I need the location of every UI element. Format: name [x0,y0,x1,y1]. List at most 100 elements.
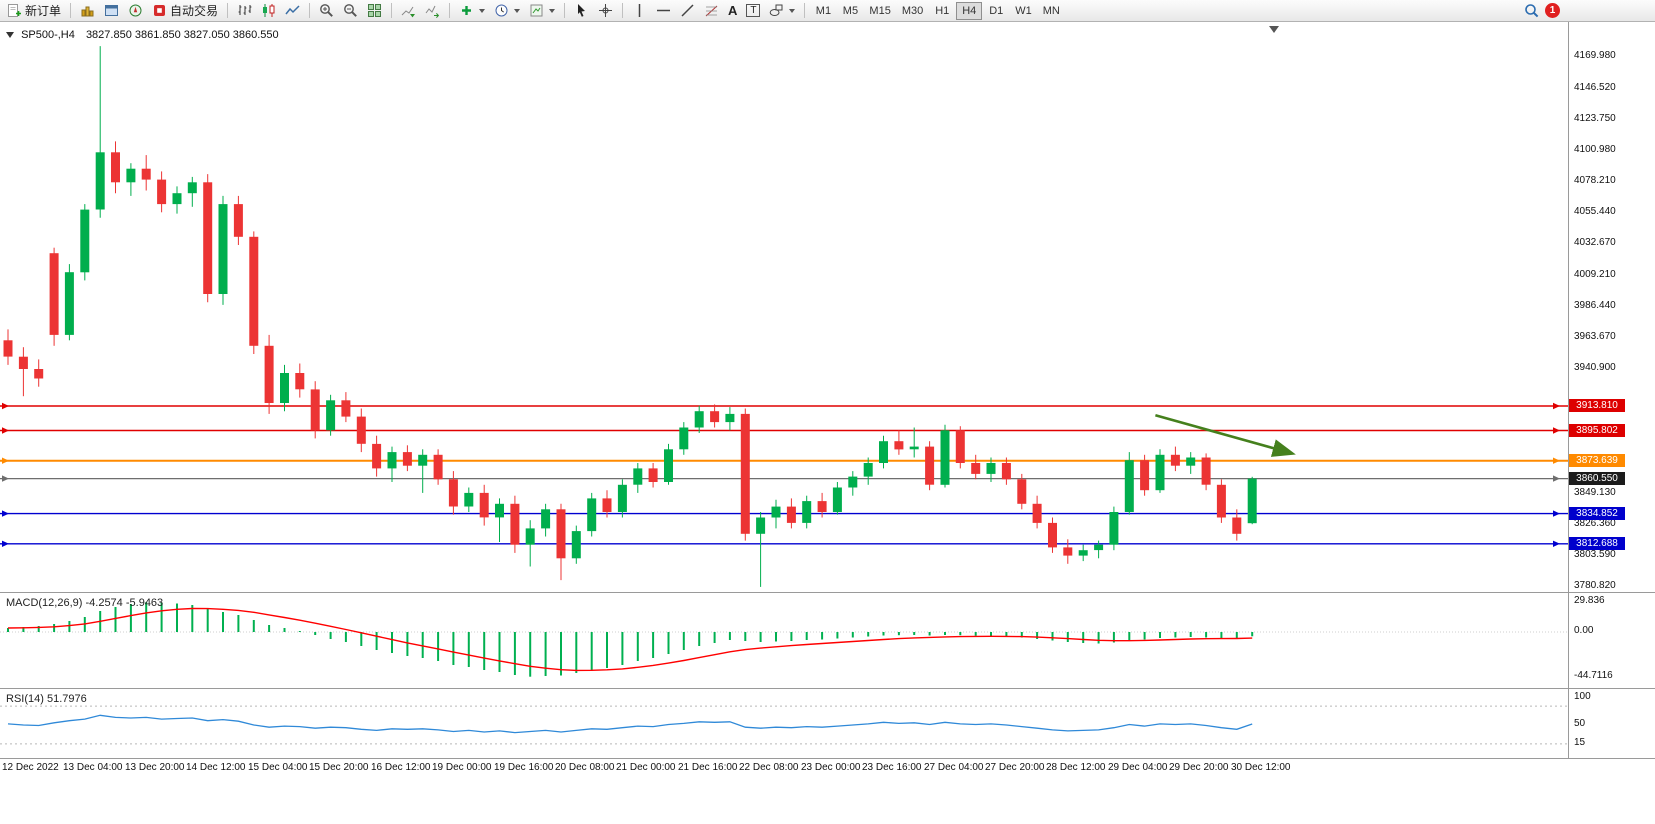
toolbar-separator [391,3,393,18]
text-tool-glyph: A [728,2,738,18]
toolbar: 新订单 自动交易 A T M1 M5 M15 M30 H1 H4 D1 W1 MN 1 [0,0,1655,22]
timeframe-d1-button[interactable]: D1 [983,2,1009,20]
time-axis-label: 22 Dec 08:00 [739,762,799,773]
crosshair-icon[interactable] [594,1,617,20]
time-axis-label: 27 Dec 20:00 [985,762,1045,773]
time-axis-label: 21 Dec 00:00 [616,762,676,773]
zoom-in-icon[interactable] [315,1,338,20]
toolbar-separator [449,3,451,18]
pane-divider[interactable] [0,592,1655,593]
time-axis-label: 12 Dec 2022 [2,762,59,773]
market-watch-icon[interactable] [76,1,99,20]
shapes-tool-icon[interactable] [765,1,799,20]
bar-chart-mode-icon[interactable] [233,1,256,20]
rsi-scale-label: 50 [1574,718,1586,729]
macd-scale-label: -44.7116 [1574,670,1613,681]
time-axis-label: 13 Dec 04:00 [63,762,123,773]
chevron-down-icon [549,8,556,13]
time-axis-label: 19 Dec 00:00 [432,762,492,773]
timeframe-mn-button[interactable]: MN [1038,2,1065,20]
timeframe-group: M1 M5 M15 M30 H1 H4 D1 W1 MN [810,1,1065,20]
ohlc-values: 3827.850 3861.850 3827.050 3860.550 [85,29,279,41]
rsi-scale-label: 100 [1574,691,1591,702]
price-tick-label: 4032.670 [1574,237,1616,248]
time-axis-label: 13 Dec 20:00 [125,762,185,773]
price-tick-label: 4169.980 [1574,50,1616,61]
candlestick-mode-icon[interactable] [257,1,280,20]
price-badge: 3812.688 [1569,537,1625,550]
navigator-icon[interactable] [124,1,147,20]
auto-trading-button[interactable]: 自动交易 [148,1,222,20]
timeframe-h4-button[interactable]: H4 [956,1,983,20]
time-axis-label: 15 Dec 20:00 [309,762,369,773]
macd-signal-value: -5.9463 [125,597,164,609]
cursor-icon[interactable] [570,1,593,20]
price-scale[interactable]: 4169.980 4146.520 4123.750 4100.980 4078.210… [1569,22,1655,759]
data-window-icon[interactable] [100,1,123,20]
price-badge: 3895.802 [1569,424,1625,437]
timeframe-w1-button[interactable]: W1 [1010,2,1037,20]
horizontal-line-tool-icon[interactable] [652,1,675,20]
price-badge: 3834.852 [1569,507,1625,520]
time-axis-label: 29 Dec 20:00 [1169,762,1229,773]
time-axis-label: 21 Dec 16:00 [678,762,738,773]
chevron-down-icon [479,8,486,13]
new-order-label: 新订单 [25,4,62,18]
timeframe-m5-button[interactable]: M5 [837,2,863,20]
time-axis-label: 19 Dec 16:00 [494,762,554,773]
one-click-trading-toggle[interactable] [6,32,14,39]
price-tick-label: 4009.210 [1574,269,1616,280]
chart-shift-icon[interactable] [421,1,444,20]
timeframe-m1-button[interactable]: M1 [810,2,836,20]
macd-scale-label: 0.00 [1574,625,1594,636]
macd-header: MACD(12,26,9) -4.2574 -5.9463 [6,597,163,609]
price-tick-label: 4078.210 [1574,175,1616,186]
timeframe-m30-button[interactable]: M30 [897,2,928,20]
macd-label: MACD(12,26,9) [6,597,83,609]
trendline-tool-icon[interactable] [676,1,699,20]
time-axis-label: 23 Dec 16:00 [862,762,922,773]
tile-windows-icon[interactable] [363,1,386,20]
auto-scroll-icon[interactable] [397,1,420,20]
fibonacci-tool-icon[interactable] [700,1,723,20]
time-axis-label: 14 Dec 12:00 [186,762,246,773]
time-axis[interactable]: 12 Dec 2022 13 Dec 04:00 13 Dec 20:00 14 De… [0,759,1568,781]
toolbar-separator [804,3,806,18]
rsi-indicator-canvas[interactable] [0,689,1655,758]
toolbar-separator [70,3,72,18]
rsi-scale-label: 15 [1574,737,1586,748]
auto-trading-label: 自动交易 [170,4,219,18]
new-order-button[interactable]: 新订单 [3,1,65,20]
line-chart-mode-icon[interactable] [281,1,304,20]
price-tick-label: 4146.520 [1574,82,1616,93]
price-badge: 3873.639 [1569,454,1625,467]
periods-icon[interactable] [490,1,524,20]
time-axis-label: 20 Dec 08:00 [555,762,615,773]
toolbar-separator [227,3,229,18]
zoom-out-icon[interactable] [339,1,362,20]
timeframe-m15-button[interactable]: M15 [864,2,895,20]
time-axis-label: 27 Dec 04:00 [924,762,984,773]
templates-icon[interactable] [525,1,559,20]
chart-header: SP500-,H4 3827.850 3861.850 3827.050 386… [6,29,279,41]
price-tick-label: 3826.360 [1574,518,1616,529]
add-indicator-icon[interactable] [455,1,489,20]
text-tool-icon[interactable]: A [724,1,741,20]
rsi-label: RSI(14) [6,693,44,705]
timeframe-h1-button[interactable]: H1 [929,2,955,20]
price-chart-canvas[interactable] [0,22,1655,592]
price-tick-label: 3940.900 [1574,362,1616,373]
macd-indicator-canvas[interactable] [0,593,1655,688]
toolbar-separator [564,3,566,18]
rsi-value: 51.7976 [46,693,87,705]
label-tool-glyph: T [746,4,761,17]
notification-badge[interactable]: 1 [1545,3,1560,18]
time-axis-label: 28 Dec 12:00 [1046,762,1106,773]
vertical-line-tool-icon[interactable] [628,1,651,20]
pane-divider[interactable] [0,688,1655,689]
toolbar-separator [309,3,311,18]
label-tool-icon[interactable]: T [742,1,764,20]
search-icon[interactable] [1520,1,1544,20]
time-axis-label: 15 Dec 04:00 [248,762,308,773]
price-tick-label: 3849.130 [1574,487,1616,498]
